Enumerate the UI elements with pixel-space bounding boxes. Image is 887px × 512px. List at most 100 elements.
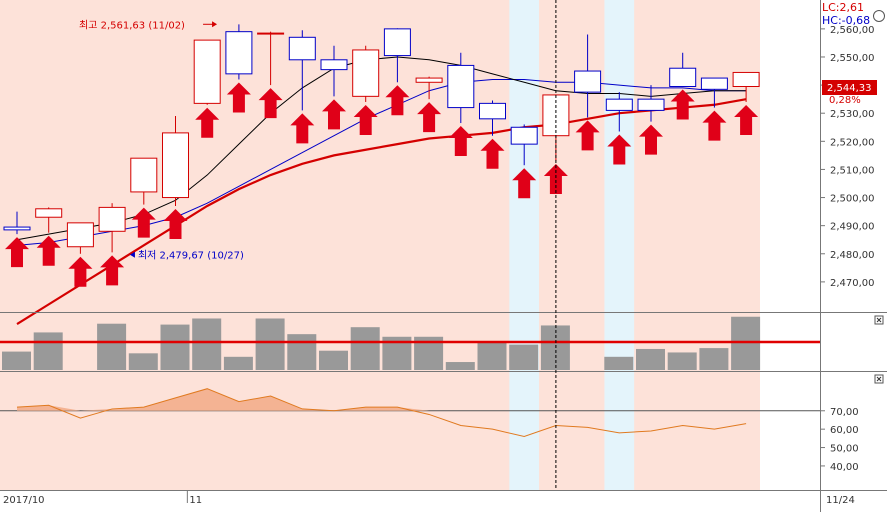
candle	[700, 77, 728, 108]
buy-signal-arrow-icon	[639, 124, 663, 155]
candle	[479, 100, 506, 136]
signal-arrows	[5, 82, 759, 287]
volume-bar	[160, 324, 190, 370]
buy-signal-arrow-icon	[702, 110, 727, 141]
candle	[637, 85, 665, 122]
volume-panel-close-button[interactable]	[874, 315, 884, 325]
candle	[66, 222, 94, 254]
volume-bar	[509, 344, 539, 370]
candle	[288, 30, 316, 111]
buy-signal-arrow-icon	[195, 107, 220, 138]
candle-body	[162, 132, 189, 199]
candle-body	[193, 39, 221, 104]
candle-body	[352, 49, 380, 97]
buy-signal-arrow-icon	[290, 113, 315, 144]
close-x-glyph	[876, 376, 882, 382]
buy-signal-arrow-icon	[68, 256, 93, 287]
buy-signal-arrow-icon	[575, 120, 600, 151]
candle	[352, 45, 380, 102]
volume-bar	[192, 318, 222, 370]
candle-body	[510, 126, 538, 145]
candle	[162, 116, 189, 206]
buy-signal-arrow-icon	[36, 235, 61, 266]
volume-bar	[319, 350, 348, 370]
oscillator-overbought-area	[17, 388, 747, 411]
candle-body	[225, 31, 253, 75]
volume-bar	[223, 356, 253, 370]
buy-signal-arrow-icon	[5, 237, 29, 268]
oscillator-panel-close-button[interactable]	[874, 374, 884, 384]
buy-signal-arrow-icon	[543, 164, 568, 194]
candle	[510, 124, 538, 166]
volume-bar	[636, 348, 665, 370]
close-x-glyph	[876, 317, 882, 323]
volume-bar	[255, 318, 285, 370]
volume-bar	[97, 323, 127, 370]
candle-body	[732, 71, 760, 88]
low-price-annotation: 최저 2,479,67 (10/27)	[138, 250, 244, 262]
x-axis-label: 11/24	[826, 495, 855, 506]
buy-signal-arrow-icon	[734, 104, 759, 135]
price-tick-label: 2,560,00	[830, 25, 875, 36]
candle-body	[415, 77, 443, 83]
candle	[225, 24, 253, 80]
candle-body	[3, 226, 31, 231]
candle-body	[447, 64, 475, 109]
volume-bar	[350, 327, 380, 370]
candle	[35, 207, 63, 233]
high-price-annotation: 최고 2,561,63 (11/02)	[79, 19, 185, 31]
candle	[3, 211, 31, 235]
price-tick-label: 2,530,00	[830, 109, 875, 120]
options-circle-icon[interactable]	[873, 10, 885, 22]
x-axis-label: 11	[189, 495, 202, 506]
chart-options-button[interactable]	[873, 10, 885, 22]
volume-bar	[287, 334, 317, 370]
candle	[130, 157, 158, 205]
candle-body	[35, 208, 63, 218]
candle	[447, 52, 475, 124]
candle	[574, 34, 602, 118]
candle	[383, 28, 411, 83]
candle	[257, 31, 285, 86]
last-price-label: 2,544,33	[827, 83, 872, 94]
hc-label: HC:-0,68	[822, 14, 870, 27]
buy-signal-arrow-icon	[670, 89, 695, 120]
buy-signal-arrow-icon	[163, 208, 188, 239]
buy-signal-arrow-icon	[258, 88, 283, 119]
oscillator	[0, 388, 820, 438]
candle-body	[479, 102, 506, 120]
price-tick-label: 2,550,00	[830, 53, 875, 64]
candles	[3, 24, 760, 254]
buy-signal-arrow-icon	[480, 138, 505, 169]
buy-signal-arrow-icon	[100, 255, 125, 286]
osc-tick-label: 60,00	[830, 425, 859, 436]
candle-body	[700, 77, 728, 90]
volume-bar	[699, 348, 729, 370]
price-tick-label: 2,480,00	[830, 250, 875, 261]
volume-bar	[731, 316, 761, 370]
buy-signal-arrow-icon	[322, 99, 346, 130]
buy-signal-arrow-icon	[417, 102, 442, 133]
volume-bar	[128, 353, 158, 370]
candle	[320, 45, 348, 97]
candle	[193, 39, 221, 105]
candle	[669, 52, 697, 88]
candle-body	[98, 206, 126, 232]
highlighted-session-band	[509, 372, 540, 490]
price-tick-label: 2,490,00	[830, 222, 875, 233]
buy-signal-arrow-icon	[607, 134, 632, 165]
oscillator-line	[16, 388, 747, 438]
buy-signal-arrow-icon	[226, 82, 251, 113]
price-tick-label: 2,500,00	[830, 194, 875, 205]
candle-body	[288, 36, 316, 61]
price-tick-label: 2,470,00	[830, 278, 875, 289]
buy-signal-arrow-icon	[448, 126, 473, 157]
last-price-box	[822, 80, 877, 95]
x-axis-label: 2017/10	[3, 495, 45, 506]
candle-body	[383, 28, 411, 57]
volume-bar	[33, 332, 63, 370]
osc-tick-label: 40,00	[830, 462, 859, 473]
candle	[605, 92, 633, 132]
buy-signal-arrow-icon	[385, 85, 410, 116]
